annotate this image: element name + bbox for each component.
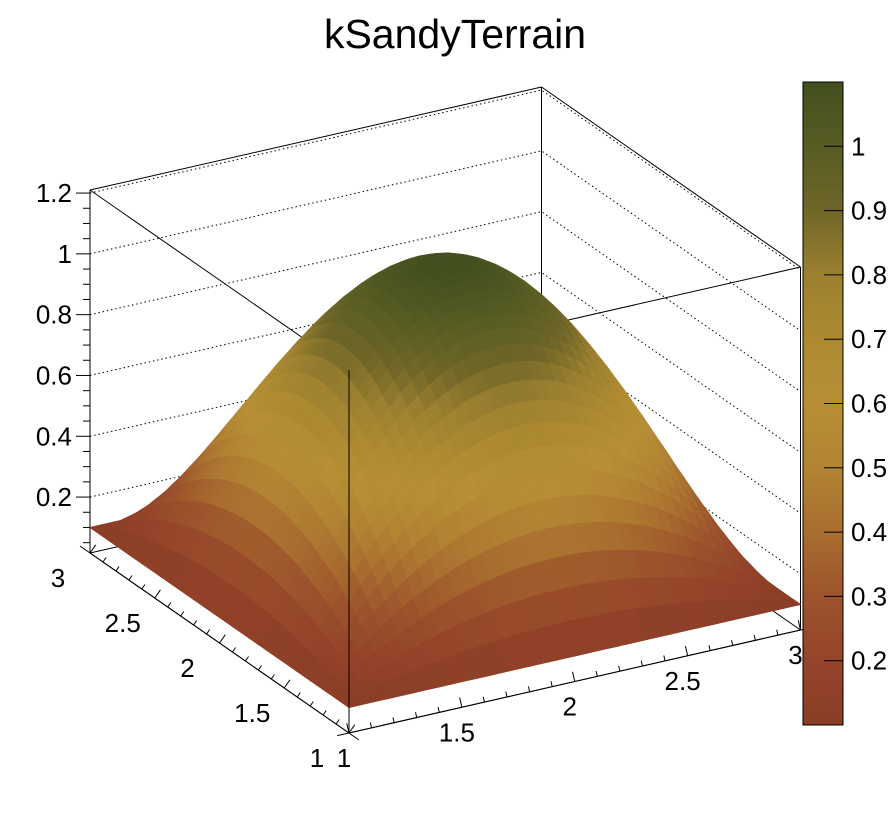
x-tick	[459, 697, 463, 708]
x-tick	[346, 723, 350, 734]
y-tick	[141, 584, 146, 590]
palette-color-bar: 0.2 0.3 0.4 0.5 0.6 0.7 0.8 0.9 1	[802, 81, 887, 726]
y-tick	[102, 557, 107, 563]
x-tick-label: 2.5	[665, 666, 701, 696]
y-tick	[244, 656, 249, 662]
x-tick-label: 1	[337, 743, 351, 773]
z-tick-label: 1.2	[36, 178, 72, 208]
y-tick	[322, 710, 327, 716]
x-tick	[437, 706, 440, 713]
x-tick	[753, 634, 756, 641]
y-tick	[89, 544, 97, 554]
y-tick	[232, 647, 236, 653]
x-tick	[572, 671, 576, 682]
x-axis: 1 1.5 2 2.5 3	[337, 620, 813, 773]
y-tick	[296, 692, 301, 698]
z-gridline	[89, 89, 801, 271]
palette-tick-label: 0.2	[851, 646, 887, 676]
y-tick	[128, 575, 133, 581]
y-tick-label: 2.5	[105, 608, 141, 638]
palette-tick-label: 0.5	[851, 453, 887, 483]
y-tick	[219, 634, 226, 644]
y-tick	[115, 566, 120, 572]
x-tick-label: 1.5	[439, 717, 475, 747]
x-tick	[415, 712, 418, 718]
y-tick-label: 3	[51, 563, 65, 593]
x-tick	[392, 717, 395, 723]
y-tick	[348, 724, 356, 734]
x-tick	[595, 670, 598, 677]
palette-tick-label: 0.4	[851, 517, 887, 547]
palette-tick-label: 0.8	[851, 260, 887, 290]
plot-title: kSandyTerrain	[324, 11, 586, 57]
x-tick-label: 3	[788, 640, 802, 670]
z-tick-label: 0.4	[36, 421, 72, 451]
y-tick	[270, 674, 275, 680]
x-tick	[618, 665, 621, 672]
x-tick-label: 2	[563, 692, 577, 722]
y-tick	[180, 611, 185, 617]
x-tick	[369, 722, 373, 728]
palette-tick-label: 0.6	[851, 389, 887, 419]
y-tick	[309, 701, 314, 707]
surface-mesh	[89, 252, 801, 708]
z-tick-label: 0.8	[36, 300, 72, 330]
palette-tick-label: 1	[851, 131, 865, 161]
z-tick-label: 0.2	[36, 482, 72, 512]
x-tick	[776, 629, 779, 636]
z-axis: 0.2 0.4 0.6 0.8 1 1.2	[36, 178, 90, 544]
palette-tick-label: 0.9	[851, 196, 887, 226]
y-tick-label: 1	[310, 743, 324, 773]
palette-tick-label: 0.7	[851, 324, 887, 354]
y-axis: 1 1.5 2 2.5 3	[51, 544, 360, 773]
box-edge-top-back-right	[541, 86, 801, 268]
x-tick	[708, 645, 711, 651]
x-tick	[527, 686, 531, 692]
y-tick	[167, 602, 172, 608]
x-tick	[797, 620, 801, 631]
box-edge-top-back-left	[89, 86, 542, 191]
x-tick	[640, 660, 643, 667]
y-tick	[193, 620, 198, 626]
z-tick-label: 1	[58, 239, 72, 269]
x-tick	[684, 645, 689, 656]
y-tick	[206, 629, 211, 635]
y-tick	[257, 665, 262, 671]
y-tick-label: 2	[180, 653, 194, 683]
x-tick	[731, 639, 734, 646]
surface-facet	[342, 697, 361, 708]
y-tick	[335, 719, 340, 725]
x-tick	[482, 696, 485, 703]
z-tick-label: 0.6	[36, 360, 72, 390]
y-tick-label: 1.5	[234, 698, 270, 728]
x-tick	[663, 655, 666, 662]
y-tick	[154, 589, 161, 599]
palette-tick-label: 0.3	[851, 581, 887, 611]
y-tick	[283, 679, 291, 689]
x-tick	[550, 681, 553, 687]
x-tick	[505, 691, 508, 698]
